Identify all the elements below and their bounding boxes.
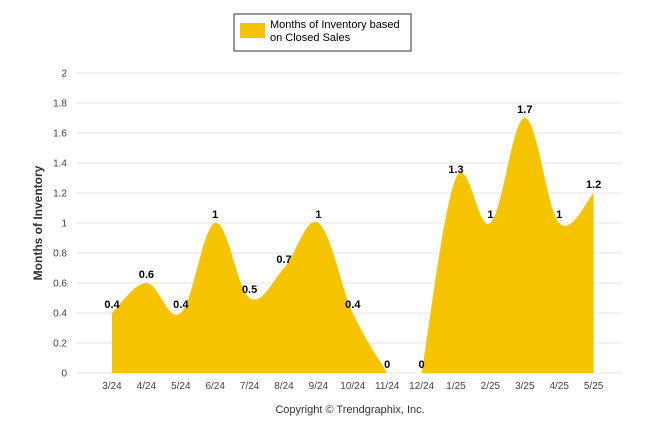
area-fill <box>421 118 594 373</box>
data-label: 0.4 <box>104 299 120 311</box>
area-fill <box>112 221 388 373</box>
data-label: 0.4 <box>173 299 189 311</box>
y-tick-label: 1.4 <box>53 159 67 170</box>
y-tick-label: 1.2 <box>53 189 67 200</box>
x-tick-label: 3/24 <box>102 381 122 392</box>
y-tick-label: 0.4 <box>53 309 67 320</box>
legend: Months of Inventory based on Closed Sale… <box>233 13 412 52</box>
y-tick-label: 1.6 <box>53 129 67 140</box>
y-tick-label: 0 <box>61 369 67 380</box>
y-tick-label: 2 <box>61 69 67 80</box>
copyright-footer: Copyright © Trendgraphix, Inc. <box>275 404 424 416</box>
x-tick-label: 4/24 <box>137 381 157 392</box>
data-label: 1 <box>556 209 562 221</box>
data-label: 0.4 <box>345 299 361 311</box>
series-area <box>112 118 594 373</box>
data-labels: 0.4 0.6 0.4 1 0.5 0.7 1 0.4 0 0 1.3 1 1.7 1 1.2 <box>104 104 601 371</box>
x-tick-label: 6/24 <box>205 381 225 392</box>
x-tick-label: 3/25 <box>515 381 535 392</box>
x-tick-label: 2/25 <box>481 381 501 392</box>
x-tick-label: 5/25 <box>584 381 604 392</box>
x-tick-label: 4/25 <box>549 381 569 392</box>
y-tick-label: 1.8 <box>53 99 67 110</box>
x-tick-label: 8/24 <box>274 381 294 392</box>
legend-swatch <box>240 23 265 38</box>
x-tick-label: 5/24 <box>171 381 191 392</box>
data-label: 1 <box>212 209 218 221</box>
y-axis-ticks: 0 0.2 0.4 0.6 0.8 1 1.2 1.4 1.6 1.8 2 <box>53 69 67 380</box>
x-tick-label: 11/24 <box>375 381 400 392</box>
x-tick-label: 7/24 <box>240 381 260 392</box>
y-tick-label: 0.6 <box>53 279 67 290</box>
data-label: 0 <box>419 359 425 371</box>
data-label: 1.2 <box>586 179 601 191</box>
data-label: 1 <box>315 209 321 221</box>
data-label: 1.3 <box>448 164 463 176</box>
data-label: 0 <box>384 359 390 371</box>
y-tick-label: 1 <box>61 219 67 230</box>
y-tick-label: 0.8 <box>53 249 67 260</box>
y-tick-label: 0.2 <box>53 339 67 350</box>
x-tick-label: 9/24 <box>309 381 329 392</box>
x-tick-label: 1/25 <box>446 381 466 392</box>
data-label: 1 <box>487 209 493 221</box>
x-tick-label: 12/24 <box>409 381 434 392</box>
legend-label-line2: on Closed Sales <box>270 32 351 44</box>
data-label: 0.6 <box>139 269 154 281</box>
data-label: 1.7 <box>517 104 532 116</box>
legend-label-line1: Months of Inventory based <box>270 19 400 31</box>
data-label: 0.7 <box>276 254 291 266</box>
x-axis-ticks: 3/24 4/24 5/24 6/24 7/24 8/24 9/24 10/24 11/24 12… <box>102 381 604 392</box>
y-axis-title: Months of Inventory <box>31 165 45 280</box>
data-label: 0.5 <box>242 284 257 296</box>
x-tick-label: 10/24 <box>340 381 365 392</box>
